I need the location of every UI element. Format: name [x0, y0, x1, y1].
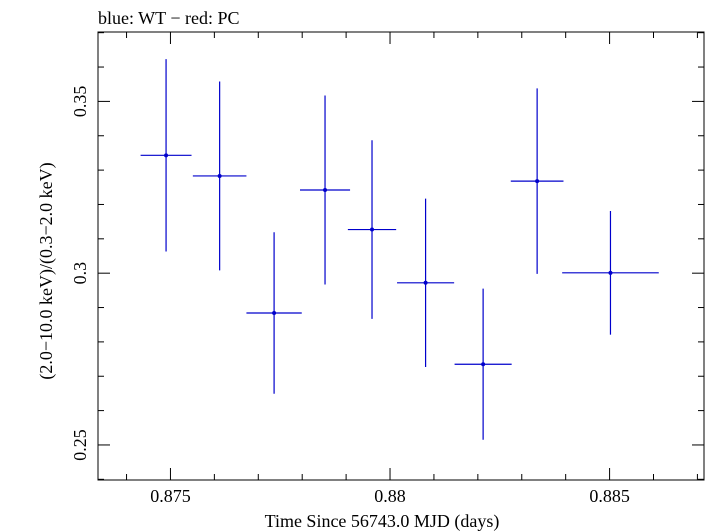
x-tick-label: 0.875	[150, 486, 191, 506]
y-tick-label: 0.35	[70, 86, 90, 118]
data-point	[217, 173, 222, 178]
x-tick-label: 0.885	[589, 486, 630, 506]
series-points	[140, 59, 659, 440]
data-point	[272, 311, 277, 316]
axis-ticks	[98, 32, 704, 480]
x-axis-label: Time Since 56743.0 MJD (days)	[265, 511, 500, 532]
chart-title: blue: WT − red: PC	[98, 8, 239, 28]
data-point	[164, 153, 169, 158]
data-point	[608, 270, 613, 275]
data-point	[370, 227, 375, 232]
data-point	[423, 280, 428, 285]
data-point	[535, 179, 540, 184]
data-point	[323, 188, 328, 193]
plot-frame	[97, 31, 705, 481]
y-axis-label: (2.0−10.0 keV)/(0.3−2.0 keV)	[36, 162, 57, 379]
data-point	[481, 362, 486, 367]
x-tick-label: 0.88	[374, 486, 406, 506]
axis-tick-labels: 0.875 0.88 0.885 0.25 0.3 0.35	[70, 86, 630, 506]
y-tick-label: 0.25	[70, 429, 90, 461]
y-tick-label: 0.3	[70, 262, 90, 285]
